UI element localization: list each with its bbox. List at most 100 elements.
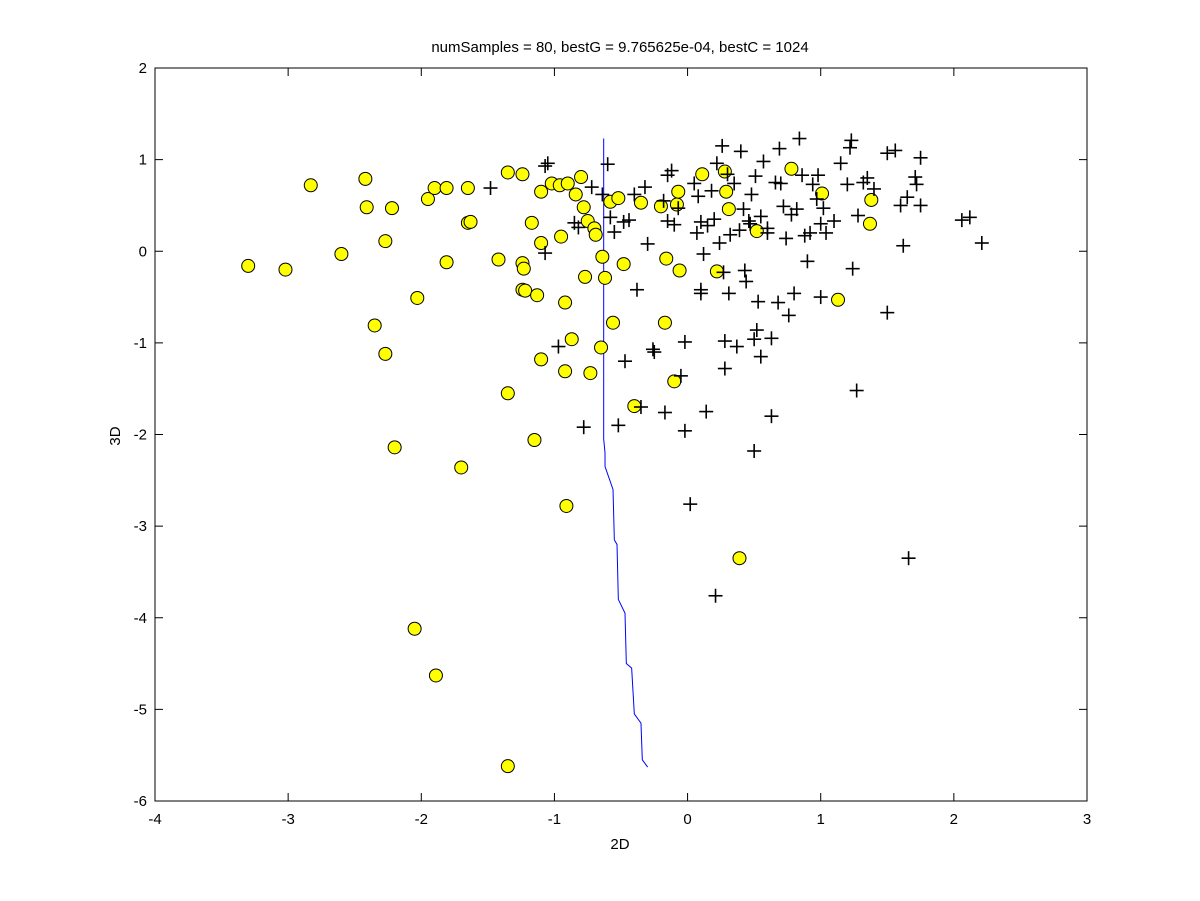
plus-point — [771, 295, 786, 310]
circle-point — [709, 264, 724, 279]
plus-point — [809, 192, 824, 207]
x-tick-label: 1 — [817, 811, 825, 828]
x-tick-label: 0 — [683, 811, 691, 828]
plus-point — [827, 214, 842, 229]
plus-point — [683, 497, 698, 512]
plot-area: -4 -3 -2 -1 0 1 2 3 -6 -5 -4 -3 -2 -1 0 1 2 — [134, 60, 1092, 828]
plus-point — [749, 323, 764, 338]
plus-point — [787, 286, 802, 301]
plus-point — [748, 169, 763, 184]
circle-point — [303, 178, 318, 193]
circle-point — [598, 270, 613, 285]
plus-point — [721, 286, 736, 301]
plus-point — [708, 588, 723, 603]
circle-point — [717, 164, 732, 179]
plus-point — [717, 361, 732, 376]
plus-point — [699, 404, 714, 419]
plus-point — [736, 202, 751, 217]
plus-series-layer — [483, 131, 989, 603]
plus-point — [584, 180, 599, 195]
plus-point — [753, 349, 768, 364]
circle-point — [516, 261, 531, 276]
plus-point — [538, 246, 553, 261]
circle-point — [864, 192, 879, 207]
plus-point — [700, 218, 715, 233]
circle-point — [616, 257, 631, 272]
plus-point — [720, 167, 735, 182]
circle-point — [420, 192, 435, 207]
plus-point — [607, 225, 622, 240]
plus-point — [833, 156, 848, 171]
plus-point — [693, 214, 708, 229]
circle-point — [606, 315, 621, 330]
circle-point — [595, 249, 610, 264]
circle-point — [815, 186, 830, 201]
plus-point — [732, 223, 747, 238]
plus-point — [795, 168, 810, 183]
circle-point — [784, 161, 799, 176]
circle-point — [657, 315, 672, 330]
plus-point — [816, 201, 831, 216]
y-tick-label: -4 — [134, 610, 147, 627]
decision-boundary-layer — [603, 138, 649, 768]
plus-point — [715, 138, 730, 153]
circle-point — [439, 255, 454, 270]
plus-point — [776, 199, 791, 214]
plus-point — [627, 187, 642, 202]
plus-point — [803, 225, 818, 240]
plus-point — [727, 176, 742, 191]
x-tick-label: -1 — [548, 811, 561, 828]
circle-point — [667, 374, 682, 389]
plus-point — [687, 176, 702, 191]
plus-point — [595, 187, 610, 202]
circle-point — [560, 176, 575, 191]
y-tick-label: -1 — [134, 335, 147, 352]
circle-point — [653, 199, 668, 214]
circle-point — [463, 214, 478, 229]
y-tick-label: -6 — [134, 793, 147, 810]
x-tick-label: 2 — [950, 811, 958, 828]
circle-point — [530, 288, 545, 303]
circle-point — [576, 200, 591, 215]
plus-point — [693, 282, 708, 297]
circle-point — [524, 215, 539, 230]
circle-point — [407, 621, 422, 636]
axes-box — [154, 67, 1088, 802]
plus-point — [779, 231, 794, 246]
plus-point — [677, 423, 692, 438]
circle-point — [558, 295, 573, 310]
circle-point — [384, 201, 399, 216]
circle-point — [491, 252, 506, 267]
plus-point — [813, 290, 828, 305]
axis-ticks: -4 -3 -2 -1 0 1 2 3 -6 -5 -4 -3 -2 -1 0 1 2 — [134, 60, 1092, 828]
x-tick-label: -4 — [148, 811, 161, 828]
plus-point — [747, 443, 762, 458]
circle-point — [732, 551, 747, 566]
plus-point — [764, 331, 779, 346]
plus-point — [843, 140, 858, 155]
circle-point — [583, 366, 598, 381]
plus-point — [760, 225, 775, 240]
plus-point — [667, 217, 682, 232]
circle-point — [554, 229, 569, 244]
plus-point — [805, 177, 820, 192]
plus-point — [909, 177, 924, 192]
plus-point — [845, 261, 860, 276]
circle-point — [564, 332, 579, 347]
plus-point — [723, 227, 738, 242]
plus-point — [671, 201, 686, 216]
circle-point — [594, 340, 609, 355]
plus-point — [629, 282, 644, 297]
circle-point — [387, 440, 402, 455]
plus-point — [880, 305, 895, 320]
circle-point — [334, 246, 349, 261]
plus-point — [900, 190, 915, 205]
circle-point — [721, 202, 736, 217]
plus-point — [743, 216, 758, 231]
y-tick-label: 0 — [139, 243, 147, 260]
circle-point — [410, 290, 425, 305]
y-axis-label: 3D — [107, 426, 124, 445]
circle-point — [534, 352, 549, 367]
circle-point — [578, 269, 593, 284]
circle-point — [659, 251, 674, 266]
